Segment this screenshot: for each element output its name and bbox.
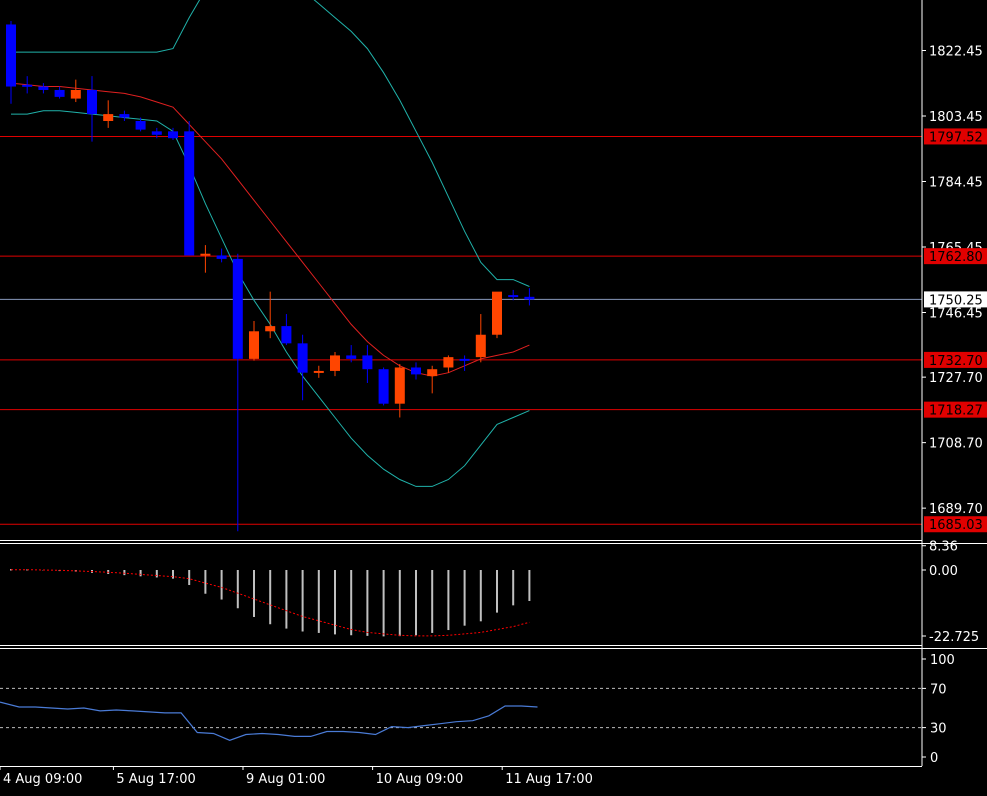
candle-body bbox=[492, 291, 502, 335]
candle-body bbox=[168, 131, 178, 139]
candle-body bbox=[103, 114, 114, 121]
time-tick-label: 9 Aug 01:00 bbox=[246, 772, 325, 787]
time-tick-label: 10 Aug 09:00 bbox=[376, 772, 464, 787]
price-tick-label: 1689.70 bbox=[929, 502, 983, 517]
candlesticks bbox=[6, 21, 535, 532]
bollinger-upper-band bbox=[11, 0, 530, 287]
rsi-tick-label: 70 bbox=[930, 682, 947, 697]
level-tag-label: 1762.80 bbox=[929, 250, 983, 265]
level-tag bbox=[924, 248, 987, 265]
candle-body bbox=[70, 89, 81, 99]
rsi-tick-label: 0 bbox=[930, 751, 938, 766]
price-tick-label: 1727.70 bbox=[929, 371, 983, 386]
level-tag-label: 1718.27 bbox=[929, 404, 983, 419]
level-tag-label: 1685.03 bbox=[929, 518, 983, 533]
rsi-tick-label: 30 bbox=[930, 722, 947, 737]
candle-body bbox=[394, 367, 405, 404]
rsi-line bbox=[0, 701, 538, 741]
price-tick-label: 1803.45 bbox=[929, 110, 983, 125]
candle-body bbox=[22, 84, 33, 87]
price-tags: 1797.52 1762.80 1732.70 1718.27 1685.03 1750.… bbox=[924, 128, 987, 533]
candle-body bbox=[200, 253, 211, 256]
level-tag-label: 1732.70 bbox=[929, 354, 983, 369]
candle-body bbox=[330, 355, 340, 371]
candle-body bbox=[249, 331, 259, 359]
time-tick-label: 5 Aug 17:00 bbox=[116, 772, 195, 787]
candle-body bbox=[135, 120, 146, 130]
candle-body bbox=[475, 334, 486, 358]
candle-body bbox=[151, 131, 162, 135]
candle-body bbox=[281, 326, 292, 344]
candle-body bbox=[346, 355, 357, 359]
level-tag bbox=[924, 351, 987, 368]
rsi-levels bbox=[0, 687, 922, 729]
current-price-tag-label: 1750.25 bbox=[929, 293, 983, 308]
price-tick-label: 1822.45 bbox=[929, 45, 983, 60]
rsi-axis: 100 70 30 0 bbox=[922, 653, 955, 766]
candle-body bbox=[297, 343, 308, 373]
candle-body bbox=[265, 326, 276, 332]
macd-tick-label: 8.36 bbox=[929, 540, 958, 555]
rsi-panel[interactable]: 100 70 30 0 bbox=[0, 653, 955, 766]
time-tick-label: 4 Aug 09:00 bbox=[3, 772, 82, 787]
candle-body bbox=[427, 369, 438, 377]
macd-signal-path bbox=[11, 569, 530, 637]
candle-body bbox=[216, 255, 227, 259]
level-tag bbox=[924, 516, 987, 533]
macd-tick-label: 0.00 bbox=[929, 564, 958, 579]
candle-body bbox=[443, 357, 454, 368]
chart-frame bbox=[0, 0, 987, 767]
time-tick-label: 11 Aug 17:00 bbox=[505, 772, 593, 787]
candle-body bbox=[378, 369, 389, 404]
macd-histogram bbox=[10, 569, 531, 637]
price-axis: 1822.451803.451784.451765.451746.451727.… bbox=[922, 45, 983, 517]
rsi-path bbox=[0, 701, 538, 741]
candle-body bbox=[362, 355, 373, 370]
price-tick-label: 1784.45 bbox=[929, 176, 983, 191]
level-tag bbox=[924, 128, 987, 145]
candle-body bbox=[508, 295, 519, 298]
moving-average-line bbox=[10, 82, 530, 377]
candle-body bbox=[54, 89, 65, 97]
price-tick-label: 1708.70 bbox=[929, 437, 983, 452]
level-tag-label: 1797.52 bbox=[929, 130, 983, 145]
candle-body bbox=[119, 114, 130, 118]
current-price-tag bbox=[924, 291, 987, 308]
candle-body bbox=[184, 131, 195, 256]
candle-body bbox=[524, 296, 535, 300]
macd-signal-line bbox=[11, 569, 530, 637]
price-panel[interactable]: 1822.451803.451784.451765.451746.451727.… bbox=[0, 0, 987, 533]
level-tag bbox=[924, 401, 987, 418]
candle-body bbox=[6, 24, 16, 87]
candle-body bbox=[232, 258, 243, 359]
candle-body bbox=[38, 86, 49, 90]
candle-body bbox=[87, 89, 97, 115]
time-axis: 4 Aug 09:00 5 Aug 17:00 9 Aug 01:00 10 Aug … bbox=[0, 766, 593, 787]
candle-body bbox=[459, 358, 470, 361]
candle-body bbox=[313, 370, 324, 373]
rsi-tick-label: 100 bbox=[930, 653, 955, 668]
price-tick-label: 1746.45 bbox=[929, 307, 983, 322]
macd-tick-label: -22.725 bbox=[929, 630, 979, 645]
candle-body bbox=[411, 367, 421, 375]
